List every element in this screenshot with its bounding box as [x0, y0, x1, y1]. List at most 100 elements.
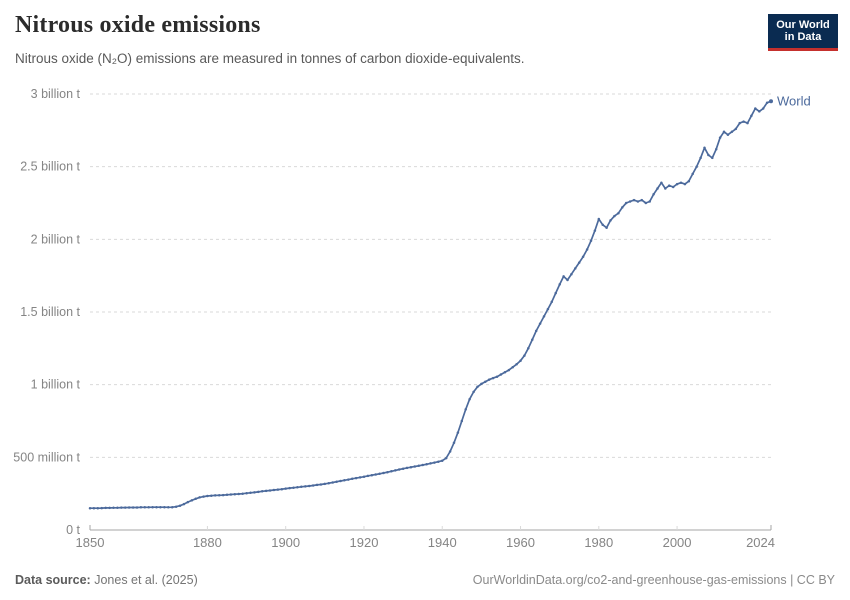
data-point-marker [691, 172, 694, 176]
data-point-marker [198, 496, 201, 499]
data-point-marker [347, 478, 350, 481]
data-point-marker [135, 506, 139, 509]
data-point-marker [182, 502, 186, 506]
data-point-marker [159, 505, 162, 509]
data-point-marker [382, 471, 385, 475]
series-label[interactable]: World [777, 93, 811, 108]
data-point-marker [202, 495, 205, 498]
data-point-marker [581, 255, 585, 259]
data-point-marker [472, 390, 475, 394]
data-point-marker [640, 198, 644, 202]
data-point-marker [437, 460, 440, 463]
data-point-marker [652, 193, 655, 196]
data-point-marker [167, 506, 170, 509]
data-point-marker [589, 239, 593, 243]
x-tick-label: 1920 [350, 535, 379, 550]
data-point-marker [413, 465, 417, 468]
chart-footer: Data source: Jones et al. (2025) OurWorl… [15, 573, 835, 587]
x-tick-label: 1980 [584, 535, 613, 550]
data-point-marker [221, 493, 225, 497]
owid-logo[interactable]: Our World in Data [768, 14, 838, 51]
data-point-marker [711, 156, 714, 160]
series-end-marker[interactable] [769, 99, 773, 104]
data-point-marker [593, 229, 597, 232]
data-point-marker [151, 505, 154, 509]
data-point-marker [660, 181, 663, 184]
emissions-line[interactable] [89, 100, 772, 510]
data-point-marker [116, 506, 119, 510]
license-link[interactable]: OurWorldinData.org/co2-and-greenhouse-ga… [472, 573, 835, 587]
data-point-marker [746, 121, 749, 125]
data-point-marker [245, 491, 248, 495]
data-point-marker [390, 470, 393, 473]
data-point-marker [538, 322, 542, 325]
data-point-marker [155, 505, 158, 509]
data-point-marker [738, 121, 741, 125]
data-point-marker [628, 200, 632, 203]
y-tick-label: 2.5 billion t [20, 160, 80, 174]
data-point-marker [327, 481, 330, 485]
data-point-marker [425, 463, 428, 466]
data-point-marker [718, 136, 722, 139]
data-point-marker [358, 476, 362, 479]
data-point-marker [605, 226, 608, 229]
data-point-marker [178, 504, 182, 507]
data-point-marker [495, 375, 499, 378]
data-point-marker [444, 456, 448, 460]
data-point-marker [742, 120, 745, 123]
data-point-marker [370, 473, 374, 477]
data-point-marker [120, 506, 123, 509]
data-point-marker [350, 477, 354, 481]
data-point-marker [550, 300, 554, 304]
data-point-marker [397, 468, 401, 471]
data-source-value: Jones et al. (2025) [90, 573, 198, 587]
data-point-marker [304, 485, 307, 488]
data-point-marker [507, 368, 511, 372]
data-point-marker [343, 479, 346, 482]
data-point-marker [257, 490, 260, 494]
data-point-marker [656, 187, 659, 190]
data-point-marker [386, 470, 389, 474]
data-point-marker [621, 206, 624, 209]
owid-logo-line1: Our World [776, 19, 830, 31]
owid-logo-line2: in Data [784, 31, 822, 43]
data-point-marker [515, 363, 518, 366]
data-point-marker [339, 479, 342, 483]
y-tick-label: 500 million t [13, 450, 80, 464]
data-point-marker [405, 466, 409, 470]
data-point-marker [440, 459, 444, 462]
data-point-marker [714, 147, 718, 151]
page-subtitle: Nitrous oxide (N₂O) emissions are measur… [15, 51, 525, 66]
data-point-marker [671, 185, 675, 189]
data-point-marker [190, 499, 194, 502]
data-point-marker [448, 450, 452, 453]
data-point-marker [707, 153, 710, 157]
data-point-marker [464, 408, 467, 411]
data-point-marker [574, 267, 577, 270]
data-point-marker [409, 465, 413, 469]
data-point-marker [213, 494, 217, 497]
data-point-marker [554, 291, 557, 295]
y-tick-label: 3 billion t [31, 87, 81, 101]
data-point-marker [695, 165, 698, 168]
data-point-marker [683, 182, 687, 186]
x-tick-label: 1960 [506, 535, 535, 550]
x-tick-label: 2024 [746, 535, 775, 550]
data-point-marker [300, 485, 303, 489]
data-point-marker [272, 488, 276, 492]
data-point-marker [163, 505, 166, 509]
data-point-marker [143, 506, 147, 509]
data-point-marker [566, 278, 569, 282]
data-point-marker [284, 487, 287, 490]
data-point-marker [601, 223, 604, 227]
data-point-marker [487, 378, 491, 381]
data-point-marker [484, 380, 487, 384]
data-point-marker [323, 482, 327, 486]
data-point-marker [546, 307, 550, 311]
data-point-marker [127, 506, 131, 509]
data-point-marker [675, 182, 679, 186]
data-point-marker [577, 261, 581, 264]
data-point-marker [335, 480, 338, 483]
data-point-marker [123, 506, 127, 509]
